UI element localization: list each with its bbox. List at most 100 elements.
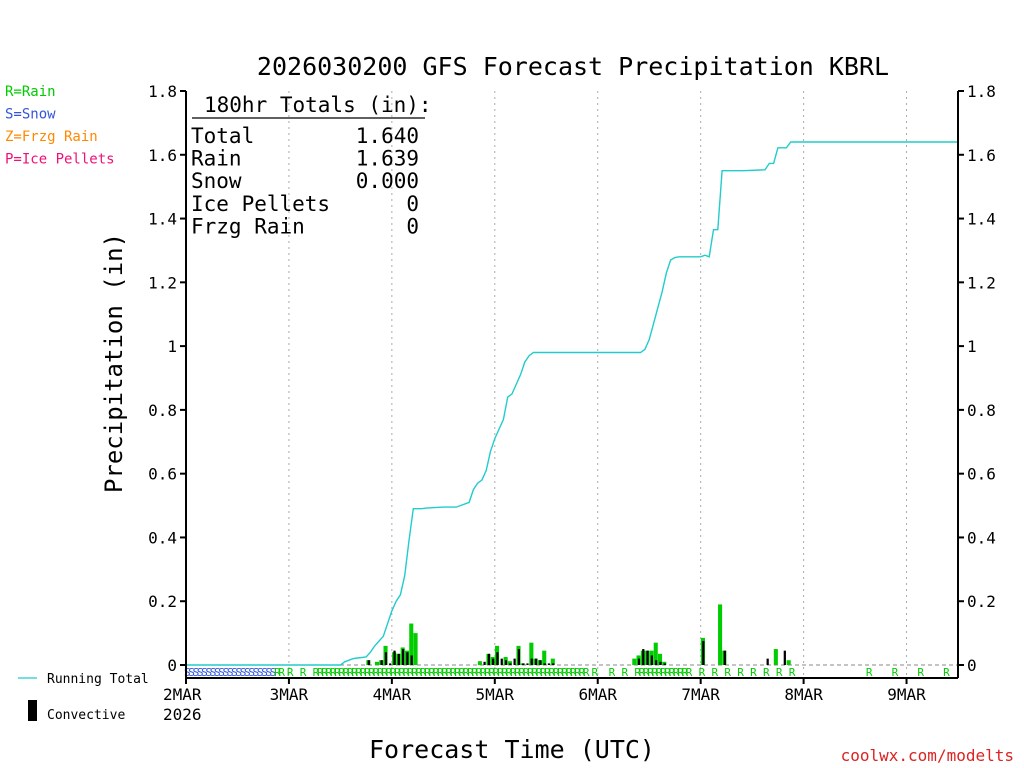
convective-bar [410, 655, 413, 665]
ptype-marker: R [510, 666, 517, 679]
ptype-marker: R [450, 666, 457, 679]
totals-row-label: Total [191, 124, 254, 148]
convective-bar [367, 660, 370, 665]
convective-bar [522, 663, 525, 665]
x-tick-label: 7MAR [681, 685, 720, 704]
precip-bar [786, 660, 791, 665]
ptype-marker: R [776, 666, 783, 679]
ptype-marker: R [317, 666, 324, 679]
convective-bar [526, 663, 529, 665]
ptype-marker: R [621, 666, 628, 679]
ptype-marker: R [664, 666, 671, 679]
ptype-legend-entry: Z=Frzg Rain [5, 129, 98, 145]
convective-bar [504, 660, 508, 665]
ptype-marker: R [892, 666, 899, 679]
totals-row-label: Frzg Rain [191, 214, 305, 238]
ptype-marker: R [574, 666, 581, 679]
x-tick-label: 4MAR [373, 685, 412, 704]
totals-row-value: 1.640 [356, 124, 419, 148]
precip-bar [542, 650, 547, 665]
precip-bar [662, 661, 667, 665]
ptype-marker: R [651, 666, 658, 679]
ptype-marker: R [454, 666, 461, 679]
y-tick-label-right: 1.8 [967, 82, 996, 101]
ptype-marker: R [699, 666, 706, 679]
precip-bar [413, 633, 418, 665]
ptype-marker: R [420, 666, 427, 679]
ptype-legend-entry: P=Ice Pellets [5, 152, 115, 168]
ptype-marker: R [917, 666, 924, 679]
totals-row-value: 1.639 [356, 147, 419, 171]
y-tick-label: 0.6 [148, 465, 177, 484]
ptype-marker: R [377, 666, 384, 679]
totals-box: 180hr Totals (in): Total 1.640 Rain 1.639 Sno… [191, 93, 432, 238]
totals-row-label: Rain [191, 147, 242, 171]
convective-bar [723, 650, 726, 665]
ptype-marker: R [737, 666, 744, 679]
convective-bar [389, 663, 392, 665]
x-ticks: 2MAR 3MAR 4MAR 5MAR 6MAR 7MAR 8MAR 9MAR [163, 678, 926, 704]
ptype-marker: R [364, 666, 371, 679]
credit-text: coolwx.com/modelts [841, 746, 1014, 765]
grid-lines [186, 91, 958, 678]
ptype-marker: R [591, 666, 598, 679]
ptype-marker: R [360, 666, 367, 679]
y-tick-label-right: 0 [967, 656, 977, 675]
y-tick-label: 1.8 [148, 82, 177, 101]
y-tick-label-right: 1.2 [967, 273, 996, 292]
convective-bar [380, 660, 383, 665]
x-tick-year: 2026 [163, 705, 202, 724]
ptype-marker: S [244, 666, 251, 679]
ptype-marker: S [240, 666, 247, 679]
y-tick-label-right: 0.6 [967, 465, 996, 484]
y-axis-label: Precipitation (in) [100, 233, 128, 493]
ptype-marker: S [201, 666, 208, 679]
ptype-legend-entry: R=Rain [5, 84, 56, 100]
ptype-marker: R [501, 666, 508, 679]
chart-title: 2026030200 GFS Forecast Precipitation KB… [257, 52, 889, 81]
precip-bar [409, 623, 414, 665]
y-tick-label-right: 1 [967, 337, 977, 356]
precip-bar [507, 661, 512, 665]
convective-bars [367, 641, 786, 665]
ptype-marker: R [334, 666, 341, 679]
ptype-marker: S [235, 666, 242, 679]
ptype-marker: R [390, 666, 397, 679]
y-tick-label: 0 [167, 656, 177, 675]
convective-bar [543, 663, 546, 665]
convective-bar [492, 658, 495, 665]
y-tick-label-right: 1.6 [967, 146, 996, 165]
ptype-marker: R [446, 666, 453, 679]
ptype-marker: S [210, 666, 217, 679]
precip-bar [550, 658, 555, 665]
ptype-marker: R [278, 666, 285, 679]
totals-row-label: Ice Pellets [191, 192, 330, 216]
precip-bar [632, 658, 637, 665]
ptype-marker: R [437, 666, 444, 679]
y-ticks: 0 00.2 0.20.4 0.40.6 0.60.8 0.81 11.2 1.21.4 1.4… [148, 82, 996, 675]
ptype-marker: R [493, 666, 500, 679]
ptype-marker: S [270, 666, 277, 679]
ptype-marker: R [424, 666, 431, 679]
ptype-marker: R [669, 666, 676, 679]
convective-bar [487, 653, 491, 665]
precip-bar [477, 661, 482, 665]
ptype-marker: R [463, 666, 470, 679]
convective-bar [483, 661, 486, 665]
ptype-marker: R [943, 666, 950, 679]
ptype-marker: R [506, 666, 513, 679]
totals-row-value: 0.000 [356, 169, 419, 193]
convective-bar [663, 663, 666, 665]
convective-bar [646, 650, 649, 665]
ptype-marker: R [544, 666, 551, 679]
ptype-marker: R [300, 666, 307, 679]
ptype-marker: R [411, 666, 418, 679]
ptype-marker: R [441, 666, 448, 679]
ptype-marker: R [386, 666, 393, 679]
totals-header: 180hr Totals (in): [204, 93, 432, 117]
ptype-marker: S [265, 666, 272, 679]
convective-bar [406, 652, 409, 665]
ptype-marker: S [227, 666, 234, 679]
ptype-marker: R [549, 666, 556, 679]
ptype-marker: R [866, 666, 873, 679]
